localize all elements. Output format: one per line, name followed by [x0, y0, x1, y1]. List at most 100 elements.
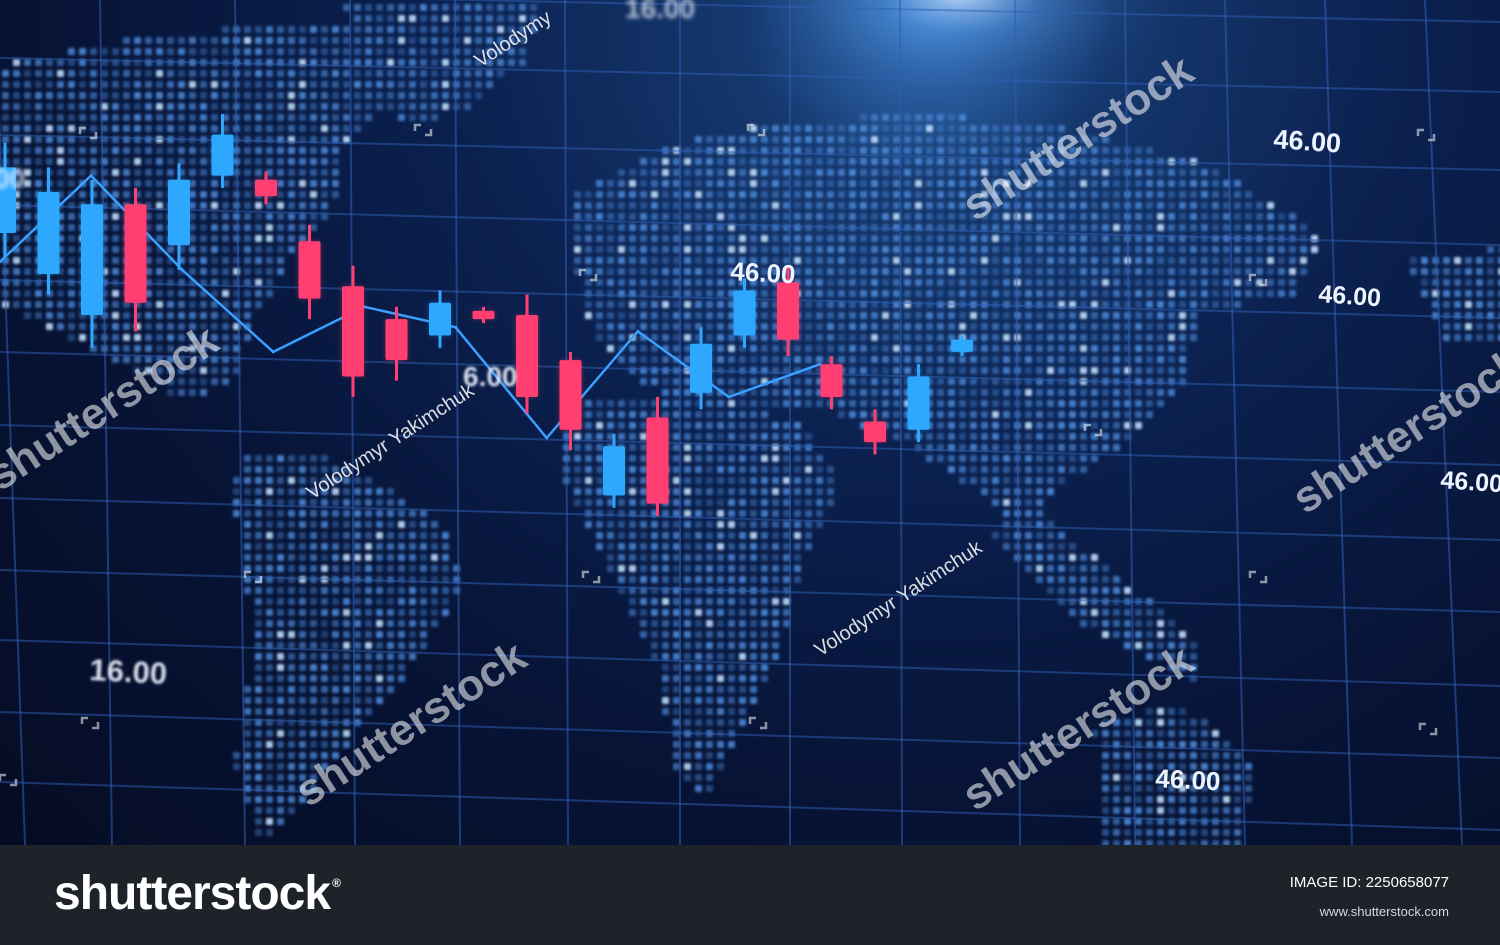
- map-dot: [244, 741, 251, 748]
- map-dot: [684, 543, 691, 550]
- map-dot: [288, 147, 295, 154]
- map-dot: [1069, 312, 1076, 319]
- map-dot: [695, 620, 702, 627]
- map-dot: [112, 356, 119, 363]
- map-dot: [134, 59, 141, 66]
- map-dot: [706, 444, 713, 451]
- map-dot: [431, 598, 438, 605]
- map-dot: [1146, 323, 1153, 330]
- map-dot: [882, 367, 889, 374]
- map-dot: [123, 103, 130, 110]
- map-dot: [244, 334, 251, 341]
- map-dot: [420, 642, 427, 649]
- map-dot: [783, 543, 790, 550]
- map-dot: [1113, 609, 1120, 616]
- map-dot: [134, 114, 141, 121]
- map-dot: [200, 301, 207, 308]
- map-dot: [266, 686, 273, 693]
- map-dot: [266, 125, 273, 132]
- map-dot: [706, 774, 713, 781]
- map-dot: [728, 510, 735, 517]
- map-dot: [761, 345, 768, 352]
- map-dot: [981, 312, 988, 319]
- map-dot: [299, 554, 306, 561]
- map-dot: [1179, 301, 1186, 308]
- map-dot: [376, 48, 383, 55]
- map-dot: [750, 499, 757, 506]
- map-dot: [1256, 257, 1263, 264]
- map-dot: [651, 246, 658, 253]
- map-dot: [79, 191, 86, 198]
- map-dot: [1003, 411, 1010, 418]
- map-dot: [860, 169, 867, 176]
- map-dot: [871, 114, 878, 121]
- map-dot: [1069, 554, 1076, 561]
- map-dot: [189, 389, 196, 396]
- map-dot: [728, 686, 735, 693]
- map-dot: [288, 26, 295, 33]
- map-dot: [1179, 224, 1186, 231]
- map-dot: [838, 213, 845, 220]
- map-dot: [948, 235, 955, 242]
- map-dot: [101, 92, 108, 99]
- map-dot: [332, 499, 339, 506]
- map-dot: [1058, 576, 1065, 583]
- map-dot: [1157, 642, 1164, 649]
- map-dot: [739, 356, 746, 363]
- map-dot: [1102, 818, 1109, 825]
- map-dot: [255, 169, 262, 176]
- map-dot: [717, 433, 724, 440]
- map-dot: [1443, 312, 1450, 319]
- map-dot: [321, 741, 328, 748]
- map-dot: [915, 180, 922, 187]
- map-dot: [277, 631, 284, 638]
- map-dot: [387, 620, 394, 627]
- map-dot: [431, 92, 438, 99]
- map-dot: [46, 301, 53, 308]
- map-dot: [717, 609, 724, 616]
- map-dot: [596, 510, 603, 517]
- map-dot: [255, 147, 262, 154]
- map-dot: [266, 158, 273, 165]
- map-dot: [981, 169, 988, 176]
- map-dot: [288, 180, 295, 187]
- map-dot: [651, 202, 658, 209]
- map-dot: [728, 532, 735, 539]
- map-dot: [1069, 257, 1076, 264]
- map-dot: [673, 697, 680, 704]
- map-dot: [827, 180, 834, 187]
- map-dot: [1047, 290, 1054, 297]
- map-dot: [772, 532, 779, 539]
- map-dot: [255, 598, 262, 605]
- map-dot: [1168, 642, 1175, 649]
- map-dot: [717, 455, 724, 462]
- map-dot: [475, 59, 482, 66]
- map-dot: [750, 697, 757, 704]
- map-dot: [816, 191, 823, 198]
- map-dot: [1190, 279, 1197, 286]
- map-dot: [618, 312, 625, 319]
- map-dot: [1179, 268, 1186, 275]
- map-dot: [981, 422, 988, 429]
- map-dot: [299, 785, 306, 792]
- map-dot: [684, 378, 691, 385]
- map-dot: [200, 345, 207, 352]
- map-dot: [651, 532, 658, 539]
- map-dot: [277, 686, 284, 693]
- map-dot: [1091, 444, 1098, 451]
- map-dot: [695, 477, 702, 484]
- map-dot: [981, 246, 988, 253]
- map-dot: [13, 268, 20, 275]
- map-dot: [607, 301, 614, 308]
- map-dot: [761, 510, 768, 517]
- map-dot: [24, 246, 31, 253]
- map-dot: [585, 224, 592, 231]
- map-dot: [387, 642, 394, 649]
- map-dot: [1223, 268, 1230, 275]
- candle-glow: [124, 204, 147, 303]
- map-dot: [222, 268, 229, 275]
- map-dot: [728, 576, 735, 583]
- grid-line: [99, 0, 113, 845]
- map-dot: [299, 213, 306, 220]
- map-dot: [68, 136, 75, 143]
